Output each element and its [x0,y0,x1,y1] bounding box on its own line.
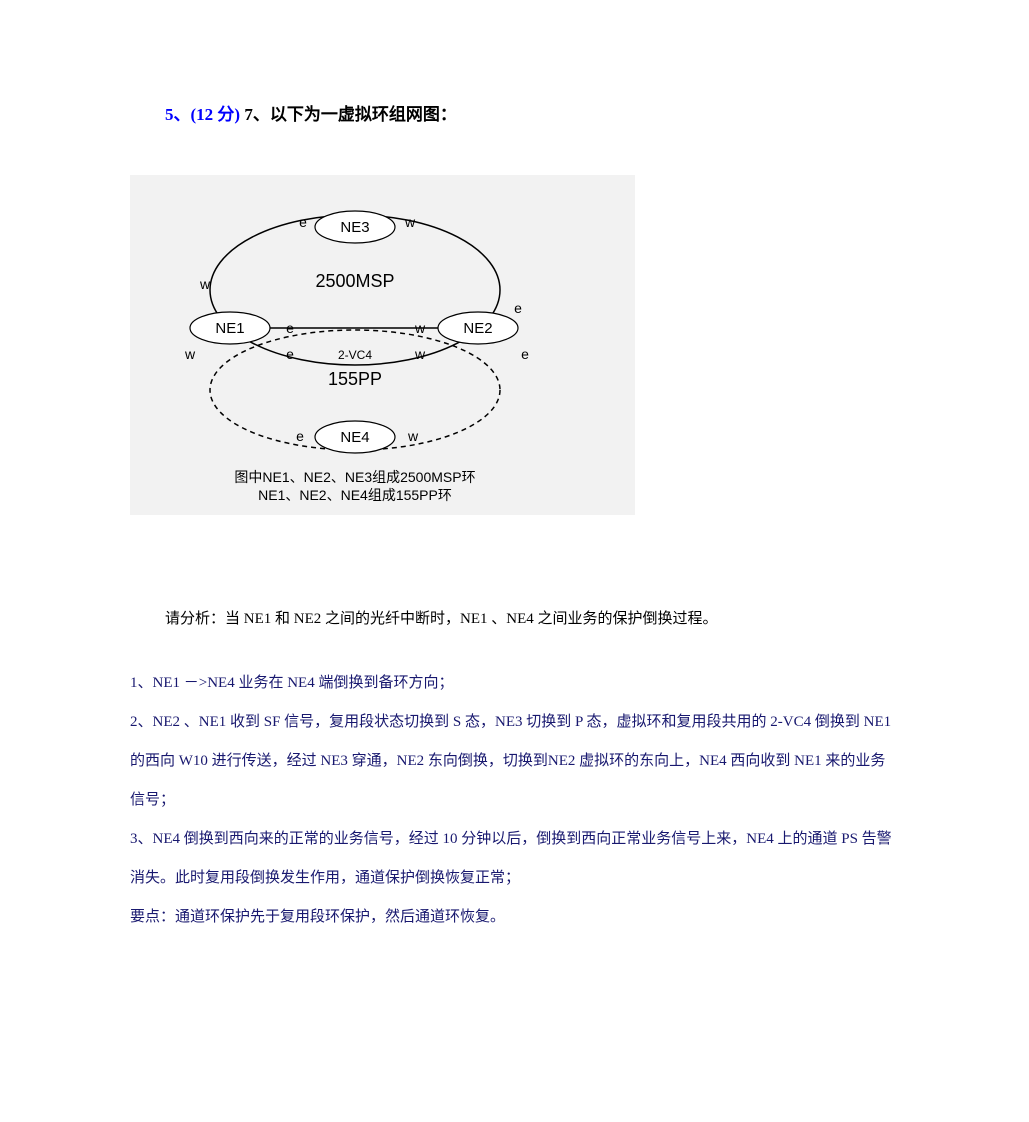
caption-1: 图中NE1、NE2、NE3组成2500MSP环 [234,469,475,485]
ne2-label: NE2 [463,320,492,337]
ring-bottom-label: 155PP [328,369,382,389]
ne1-w-top: w [199,276,211,292]
answer-p1: 1、NE1 －>NE4 业务在 NE4 端倒换到备环方向； [130,664,900,703]
vc4-label: 2-VC4 [338,348,372,362]
caption-2: NE1、NE2、NE4组成155PP环 [258,487,452,503]
question-text: 请分析：当 NE1 和 NE2 之间的光纤中断时，NE1 、NE4 之间业务的保… [165,605,795,634]
answer-block: 1、NE1 －>NE4 业务在 NE4 端倒换到备环方向； 2、NE2 、NE1… [130,664,900,937]
title-prefix: 5、(12 分) [165,105,244,124]
ne2-w-left: w [414,320,426,336]
ne1-e-right: e [286,320,294,336]
ring-top-label: 2500MSP [315,271,394,291]
answer-p2: 2、NE2 、NE1 收到 SF 信号，复用段状态切换到 S 态，NE3 切换到… [130,703,900,820]
answer-p3: 3、NE4 倒换到西向来的正常的业务信号，经过 10 分钟以后，倒换到西向正常业… [130,820,900,898]
document-page: 5、(12 分) 7、以下为一虚拟环组网图： NE3 NE1 NE2 NE4 2… [0,0,1029,997]
ne1-w-bl: w [184,346,196,362]
ne1-e-br: e [286,346,294,362]
title-text: 以下为一虚拟环组网图： [270,105,457,124]
ne2-w-bl: w [414,346,426,362]
ne1-label: NE1 [215,320,244,337]
ne3-label: NE3 [340,219,369,236]
network-diagram: NE3 NE1 NE2 NE4 2500MSP 155PP 2-VC4 e w … [130,175,635,515]
ne4-w: w [407,428,419,444]
answer-p4: 要点：通道环保护先于复用段环保护，然后通道环恢复。 [130,898,900,937]
question-title: 5、(12 分) 7、以下为一虚拟环组网图： [165,100,899,125]
ne2-e-top: e [514,300,522,316]
ne4-label: NE4 [340,429,369,446]
ne4-e: e [296,428,304,444]
title-number: 7、 [244,105,270,124]
ne2-e-br: e [521,346,529,362]
diagram-svg: NE3 NE1 NE2 NE4 2500MSP 155PP 2-VC4 e w … [130,175,635,515]
ne3-w: w [404,214,416,230]
ne3-e: e [299,214,307,230]
